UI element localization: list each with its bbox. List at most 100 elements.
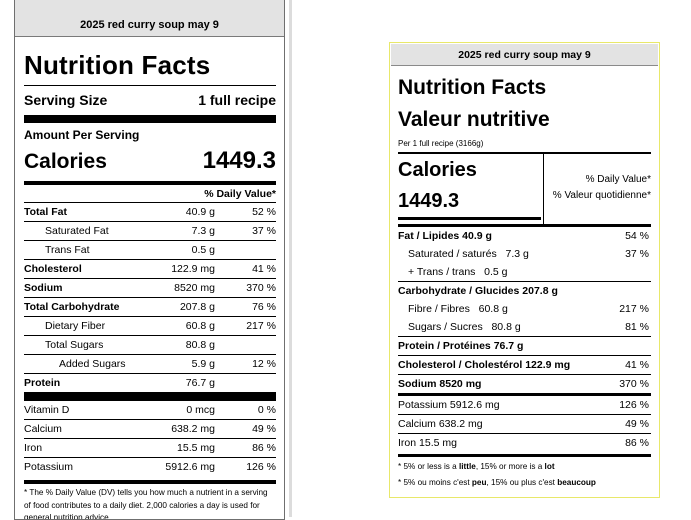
nutrient-dv: 12 % <box>221 354 276 374</box>
nutrient-amount: 80.8 g <box>137 335 221 355</box>
dv-header: % Daily Value* <box>204 188 276 200</box>
nutrient-label: Cholesterol / Cholestérol 122.9 mg <box>398 359 571 371</box>
foot-text: , 15% ou plus c'est <box>486 478 558 487</box>
nutrient-dv: 217 % <box>221 316 276 336</box>
nutrient-label: Protein <box>24 373 137 392</box>
foot-emph: peu <box>471 478 487 487</box>
ca-bar-2 <box>398 224 651 227</box>
table-row: Cholesterol 122.9 mg 41 % <box>24 259 276 279</box>
amount-per-serving: Amount Per Serving <box>24 128 140 142</box>
nutrient-amount: 60.8 g <box>478 303 508 315</box>
nutrient-dv: 37 % <box>625 248 649 260</box>
table-row: Total Sugars 80.8 g <box>24 335 276 355</box>
us-vitamin-table: Vitamin D 0 mcg 0 % Calcium 638.2 mg 49 … <box>24 401 276 476</box>
nutrient-dv: 370 % <box>221 278 276 298</box>
vitamin-label: Calcium <box>24 419 137 439</box>
vitamin-dv: 126 % <box>221 457 276 476</box>
table-row: Total Carbohydrate 207.8 g 76 % <box>24 297 276 317</box>
nutrient-label: Saturated / saturés <box>408 248 497 260</box>
nutrient-label: Fibre / Fibres <box>408 303 470 315</box>
table-row: Saturated Fat 7.3 g 37 % <box>24 221 276 241</box>
nutrient-dv: 41 % <box>625 359 649 371</box>
nutrient-label: Sodium <box>24 278 137 298</box>
nutrient-label: + Trans / trans <box>408 266 476 278</box>
table-row: Total Fat 40.9 g 52 % <box>24 202 276 222</box>
nutrient-amount: 7.3 g <box>137 221 221 241</box>
nutrient-label: Dietary Fiber <box>24 316 137 336</box>
ca-calories-underline <box>398 217 541 220</box>
foot-text: * 5% ou moins c'est <box>398 478 472 487</box>
nutrient-label: Calcium 638.2 mg <box>398 418 483 430</box>
nutrient-dv: 217 % <box>619 303 649 315</box>
us-medium-bar <box>24 181 276 185</box>
table-row: Vitamin D 0 mcg 0 % <box>24 401 276 420</box>
ca-calories-label: Calories <box>398 159 477 181</box>
us-nutrient-table: Total Fat 40.9 g 52 % Saturated Fat 7.3 … <box>24 202 276 392</box>
calories-label: Calories <box>24 150 107 173</box>
ca-heading-en: Nutrition Facts <box>398 76 547 99</box>
ca-heading-fr: Valeur nutritive <box>398 108 550 131</box>
us-serving-size: Serving Size 1 full recipe <box>24 92 276 110</box>
ca-row-iron: Iron 15.5 mg 86 % <box>398 433 651 452</box>
ca-row-sugars: Sugars / Sucres 80.8 g 81 % <box>398 318 651 336</box>
nutrient-amount: 76.7 g <box>137 373 221 392</box>
serving-size-value: 1 full recipe <box>198 92 276 108</box>
nutrient-amount: 60.8 g <box>137 316 221 336</box>
us-footnote: * The % Daily Value (DV) tells you how m… <box>24 480 276 519</box>
ca-row-potassium: Potassium 5912.6 mg 126 % <box>398 393 651 414</box>
nutrient-dv: 126 % <box>619 399 649 411</box>
vitamin-amount: 0 mcg <box>186 404 215 416</box>
nutrient-label: Trans Fat <box>24 240 137 260</box>
foot-emph: little <box>458 462 476 471</box>
nutrient-amount: 40.9 g <box>137 202 221 222</box>
ca-footnote-en: * 5% or less is a little, 15% or more is… <box>398 459 651 475</box>
table-row: Sodium 8520 mg 370 % <box>24 278 276 298</box>
ca-per-serving: Per 1 full recipe (3166g) <box>398 139 484 148</box>
ca-bar <box>398 152 651 154</box>
nutrient-dv: 370 % <box>619 378 649 390</box>
vitamin-label: Potassium <box>24 457 137 476</box>
table-row: Protein 76.7 g <box>24 373 276 392</box>
foot-emph: beaucoup <box>557 478 596 487</box>
nutrient-amount: 207.8 g <box>137 297 221 317</box>
nutrient-amount: 122.9 mg <box>137 259 221 279</box>
ca-row-trans: + Trans / trans 0.5 g <box>398 263 651 281</box>
nutrient-dv: 54 % <box>625 230 649 242</box>
nutrient-dv: 52 % <box>221 202 276 222</box>
nutrient-label: Fat / Lipides 40.9 g <box>398 230 492 242</box>
nutrient-label: Cholesterol <box>24 259 137 279</box>
nutrient-label-group: Sugars / Sucres 80.8 g <box>408 318 521 336</box>
nutrient-dv: 37 % <box>221 221 276 241</box>
foot-text: * 5% or less is a <box>398 462 459 471</box>
us-heading: Nutrition Facts <box>24 50 211 80</box>
nutrient-label: Sugars / Sucres <box>408 321 483 333</box>
us-thick-bar <box>24 115 276 123</box>
nutrient-dv: 41 % <box>221 259 276 279</box>
ca-row-fat: Fat / Lipides 40.9 g 54 % <box>398 227 651 245</box>
nutrient-label: Saturated Fat <box>24 221 137 241</box>
ca-calories-box: Calories 1449.3 <box>398 154 544 224</box>
table-row: Trans Fat 0.5 g <box>24 240 276 260</box>
vitamin-label: Vitamin D <box>24 404 70 416</box>
nutrient-label: Added Sugars <box>24 354 137 374</box>
ca-footnote-fr: * 5% ou moins c'est peu, 15% ou plus c'e… <box>398 475 651 491</box>
nutrient-dv <box>221 335 276 355</box>
nutrient-label: Potassium 5912.6 mg <box>398 399 500 411</box>
ca-calories-value: 1449.3 <box>398 190 460 212</box>
nutrient-amount: 0.5 g <box>484 266 508 278</box>
calories-value: 1449.3 <box>202 147 276 174</box>
vitamin-dv: 0 % <box>257 404 276 416</box>
nutrient-dv: 86 % <box>625 437 649 449</box>
ca-nutrition-label: 2025 red curry soup may 9 Nutrition Fact… <box>389 42 660 498</box>
nutrient-label: Iron 15.5 mg <box>398 437 457 449</box>
nutrient-label-group: + Trans / trans 0.5 g <box>408 263 508 281</box>
ca-row-sodium: Sodium 8520 mg 370 % <box>398 374 651 393</box>
nutrient-amount: 7.3 g <box>505 248 529 260</box>
us-recipe-title: 2025 red curry soup may 9 <box>15 0 284 37</box>
ca-recipe-title: 2025 red curry soup may 9 <box>391 44 658 66</box>
vitamin-label: Iron <box>24 438 137 458</box>
nutrient-dv: 49 % <box>625 418 649 430</box>
us-thick-bar-2 <box>24 392 276 401</box>
ca-dv-fr: % Valeur quotidienne* <box>552 190 651 201</box>
nutrient-label: Carbohydrate / Glucides 207.8 g <box>398 285 558 297</box>
